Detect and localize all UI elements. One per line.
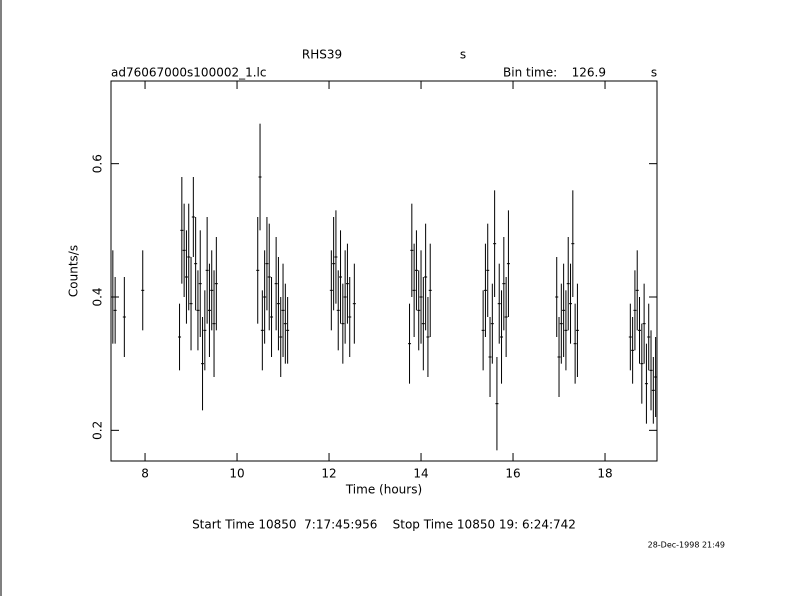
x-tick-label: 8 xyxy=(141,467,149,481)
chart-title: RHS39 xyxy=(302,48,342,62)
x-axis-label: Time (hours) xyxy=(345,483,422,497)
file-name: ad76067000s100002_1.lc xyxy=(111,66,267,80)
y-tick-label: 0.2 xyxy=(91,421,105,440)
y-axis-label: Counts/s xyxy=(67,245,81,297)
y-tick-label: 0.6 xyxy=(91,154,105,173)
x-tick-label: 14 xyxy=(413,467,428,481)
x-tick-label: 18 xyxy=(597,467,612,481)
plot-frame xyxy=(110,80,658,462)
bin-time-unit: s xyxy=(651,66,657,80)
bin-time-label: Bin time: xyxy=(503,66,557,80)
chart-subtitle: s xyxy=(460,48,466,62)
x-tick-label: 10 xyxy=(229,467,244,481)
x-tick-label: 16 xyxy=(505,467,520,481)
start-stop-time: Start Time 10850 7:17:45:956 Stop Time 1… xyxy=(192,518,576,532)
x-tick-label: 12 xyxy=(321,467,336,481)
bin-time: 126.9 xyxy=(572,66,606,80)
y-tick-label: 0.4 xyxy=(91,287,105,306)
timestamp: 28-Dec-1998 21:49 xyxy=(648,541,725,550)
